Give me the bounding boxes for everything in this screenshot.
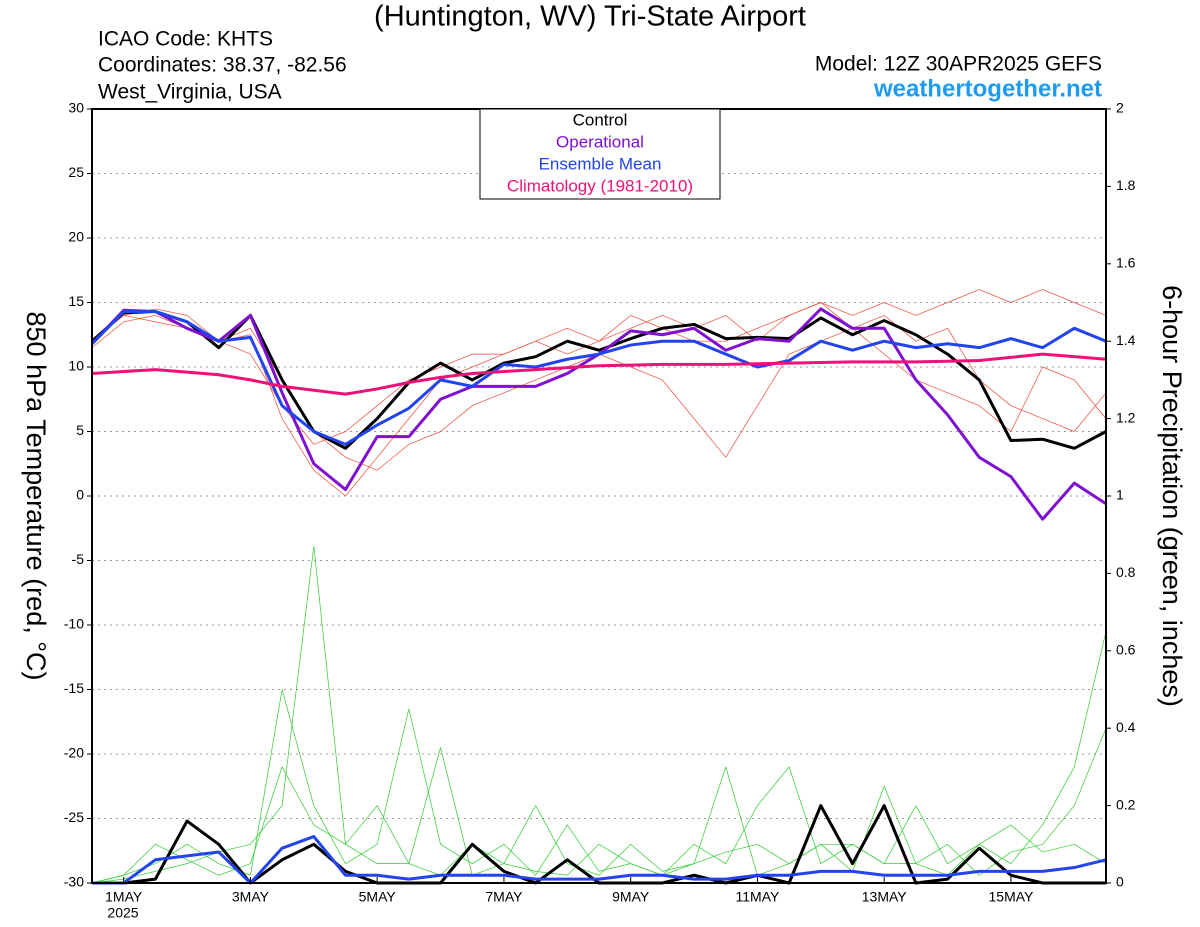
series-line	[91, 728, 1107, 884]
y-tick-label: 20	[68, 229, 84, 245]
series-line	[91, 302, 1107, 445]
y2-tick-label: 1.2	[1116, 409, 1136, 425]
x-sublabel: 2025	[107, 905, 138, 921]
y2-tick-label: 2	[1116, 100, 1124, 116]
plot-frame	[91, 108, 1107, 884]
info: ICAO Code: KHTS	[98, 28, 273, 51]
y-axis-label: 850 hPa Temperature (red, °C)	[21, 312, 51, 681]
x-tick-label: 7MAY	[485, 889, 523, 905]
series-line	[90, 310, 1107, 450]
y-tick-label: 5	[76, 422, 84, 438]
y2-tick-label: 0.4	[1116, 719, 1136, 735]
y2-tick-label: 1	[1116, 487, 1124, 503]
x-tick-label: 15MAY	[989, 889, 1035, 905]
y-tick-label: 0	[76, 487, 84, 503]
y-tick-label: 10	[68, 358, 84, 374]
x-tick-label: 13MAY	[862, 889, 908, 905]
site: weathertogether.net	[873, 75, 1102, 102]
legend-label: Control	[573, 110, 628, 129]
series-line	[91, 545, 1107, 884]
y-tick-label: -30	[64, 874, 84, 890]
y2-tick-label: 0	[1116, 874, 1124, 890]
legend-box	[479, 108, 721, 200]
x-tick-label: 11MAY	[736, 889, 780, 905]
model: Model: 12Z 30APR2025 GEFS	[815, 53, 1102, 76]
y-tick-label: -15	[64, 680, 84, 696]
y-tick-label: 15	[68, 293, 84, 309]
y2-tick-label: 1.4	[1116, 332, 1136, 348]
y-tick-label: 25	[68, 164, 84, 180]
x-tick-label: 1MAY	[105, 889, 143, 905]
legend-label: Ensemble Mean	[539, 154, 662, 173]
y-tick-label: -20	[64, 745, 84, 761]
y2-axis-label: 6-hour Precipitation (green, inches)	[1157, 285, 1187, 707]
info: Coordinates: 38.37, -82.56	[98, 54, 347, 77]
y-tick-label: -5	[72, 551, 85, 567]
y2-tick-label: 1.8	[1116, 177, 1136, 193]
legend-label: Climatology (1981-2010)	[507, 176, 693, 195]
y-tick-label: -10	[64, 616, 84, 632]
legend: Control Operational Ensemble Mean Climatolo…	[479, 108, 721, 200]
series-line	[90, 307, 1107, 521]
x-tick-label: 9MAY	[612, 889, 650, 905]
chart-title: (Huntington, WV) Tri-State Airport	[374, 1, 806, 33]
y2-tick-label: 1.6	[1116, 255, 1136, 271]
y2-tick-label: 0.6	[1116, 642, 1136, 658]
series-line	[91, 631, 1107, 884]
series-line	[91, 352, 1107, 396]
y2-tick-label: 0.8	[1116, 564, 1136, 580]
legend-label: Operational	[556, 132, 644, 151]
x-tick-label: 5MAY	[359, 889, 397, 905]
series-line	[90, 310, 1107, 446]
y-tick-label: -25	[64, 809, 84, 825]
y2-tick-label: 0.2	[1116, 796, 1136, 812]
x-tick-label: 3MAY	[232, 889, 270, 905]
series-line	[92, 835, 1107, 885]
y-tick-label: 30	[68, 100, 84, 116]
info: West_Virginia, USA	[98, 81, 282, 104]
